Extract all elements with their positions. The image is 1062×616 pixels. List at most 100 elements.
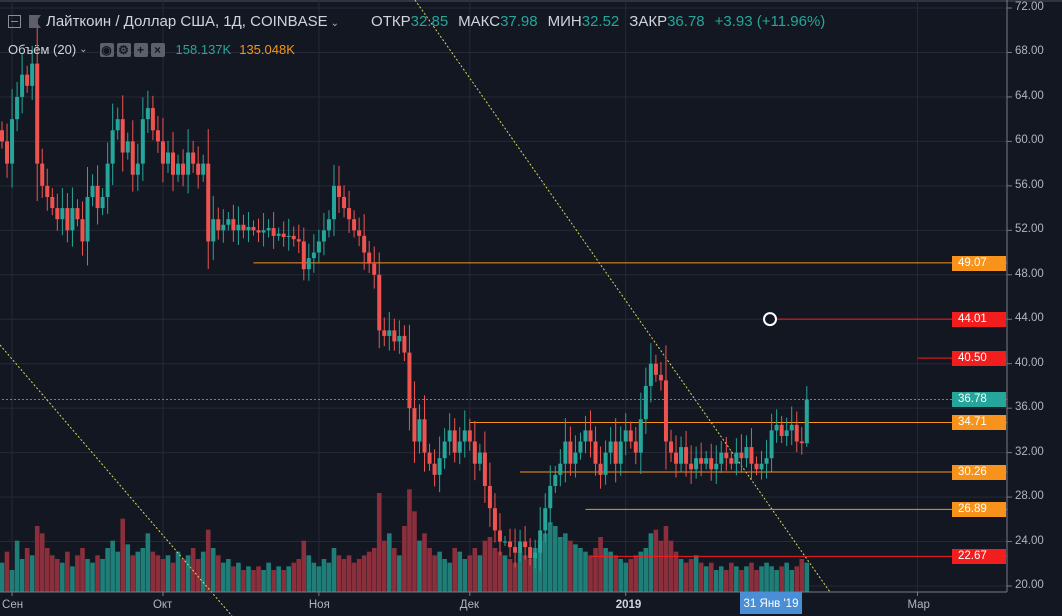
volume-bar <box>648 533 654 592</box>
volume-bar <box>371 548 377 592</box>
symbol-legend: Лайткоин / Доллар США, 1Д, COINBASE ⌄ ОТК… <box>8 13 825 30</box>
candle-body <box>387 330 392 336</box>
volume-bar <box>236 562 241 592</box>
price-level-tag: 22.67 <box>952 549 1006 565</box>
volume-bar <box>789 570 795 592</box>
candle-body <box>60 208 65 220</box>
candle-body <box>75 208 80 220</box>
candle-body <box>251 226 256 231</box>
volume-bar <box>427 548 432 592</box>
candle-body <box>749 447 754 464</box>
volume-label[interactable]: Объём (20) <box>8 42 77 57</box>
candle-body <box>452 430 457 453</box>
time-tick-label: Окт <box>152 599 173 611</box>
candle-body <box>367 252 372 264</box>
candle-body <box>40 163 45 186</box>
volume-bar <box>563 533 568 592</box>
candle-body <box>528 547 533 559</box>
candle-body <box>432 463 437 475</box>
line-anchor-handle[interactable] <box>763 312 777 327</box>
candle-body <box>804 399 809 444</box>
volume-bar <box>467 555 473 592</box>
candle-body <box>281 233 286 237</box>
volume-bar <box>326 562 332 592</box>
candle-body <box>5 141 10 164</box>
candle-body <box>221 224 226 231</box>
candle-body <box>663 380 668 442</box>
volume-bar <box>140 548 146 592</box>
volume-bar <box>477 555 483 592</box>
volume-bar <box>799 559 805 592</box>
volume-bar <box>708 562 714 592</box>
volume-bar <box>175 551 181 592</box>
eye-icon[interactable]: ◉ <box>99 42 114 57</box>
candle-body <box>160 141 165 164</box>
candle-body <box>674 452 679 464</box>
volume-bar <box>39 533 45 592</box>
volume-bar <box>392 548 397 592</box>
volume-bar <box>115 551 120 592</box>
volume-bar <box>80 548 85 592</box>
candle-body <box>648 363 653 386</box>
candle-body <box>25 74 30 86</box>
price-tick-label: 72.00 <box>1015 1 1044 14</box>
candle-body <box>744 447 749 459</box>
volume-bar <box>291 562 297 592</box>
volume-bar <box>19 559 25 592</box>
volume-bar <box>155 555 161 592</box>
volume-bar <box>14 540 20 592</box>
candle-body <box>518 541 523 553</box>
flag-icon[interactable] <box>29 15 41 28</box>
candle-body <box>85 196 90 242</box>
volume-bar <box>351 562 357 592</box>
volume-bar <box>527 559 533 592</box>
volume-legend: Объём (20) ⌄ ◉ ⚙ + × 158.137K 135.048K <box>8 42 295 57</box>
candle-body <box>633 441 638 453</box>
plus-icon[interactable]: + <box>133 42 148 57</box>
gear-icon[interactable]: ⚙ <box>116 42 131 57</box>
close-icon[interactable]: × <box>150 42 165 57</box>
candle-body <box>155 130 160 142</box>
candle-body <box>774 424 779 431</box>
volume-bar <box>608 551 613 592</box>
candle-body <box>679 447 684 464</box>
volume-bar <box>613 555 618 592</box>
collapse-icon[interactable] <box>8 15 21 28</box>
symbol-name: Лайткоин / Доллар США, 1Д, COINBASE <box>46 13 328 30</box>
volume-bar <box>301 540 307 592</box>
volume-bar <box>713 570 719 592</box>
volume-bar <box>542 533 548 592</box>
volume-bar <box>200 551 206 592</box>
candle-body <box>186 152 191 175</box>
candle-body <box>231 219 236 231</box>
candle-body <box>372 263 377 275</box>
volume-bar <box>407 489 412 592</box>
price-tick-label: 60.00 <box>1015 134 1044 147</box>
volume-bar <box>482 540 488 592</box>
volume-bar <box>266 562 271 592</box>
candle-body <box>699 458 704 464</box>
candle-body <box>764 458 769 464</box>
candle-body <box>150 108 155 131</box>
volume-bar <box>417 540 422 592</box>
volume-bar <box>698 562 704 592</box>
volume-bar <box>331 548 337 592</box>
open-label: ОТКР <box>371 13 411 30</box>
candle-body <box>653 363 658 375</box>
symbol-title[interactable]: Лайткоин / Доллар США, 1Д, COINBASE ⌄ <box>46 13 339 30</box>
candle-body <box>628 430 633 442</box>
volume-bar <box>402 526 407 592</box>
candle-body <box>296 239 301 242</box>
price-tick-label: 40.00 <box>1015 356 1044 369</box>
volume-bar <box>215 555 221 592</box>
candle-body <box>165 152 170 164</box>
volume-bar <box>231 566 236 592</box>
price-tick-label: 44.00 <box>1015 312 1044 325</box>
volume-bar <box>734 566 739 592</box>
price-level-tag: 34.71 <box>952 415 1006 431</box>
candle-body <box>508 541 513 548</box>
volume-bar <box>75 555 80 592</box>
chevron-down-icon[interactable]: ⌄ <box>79 44 88 55</box>
volume-bar <box>85 559 90 592</box>
